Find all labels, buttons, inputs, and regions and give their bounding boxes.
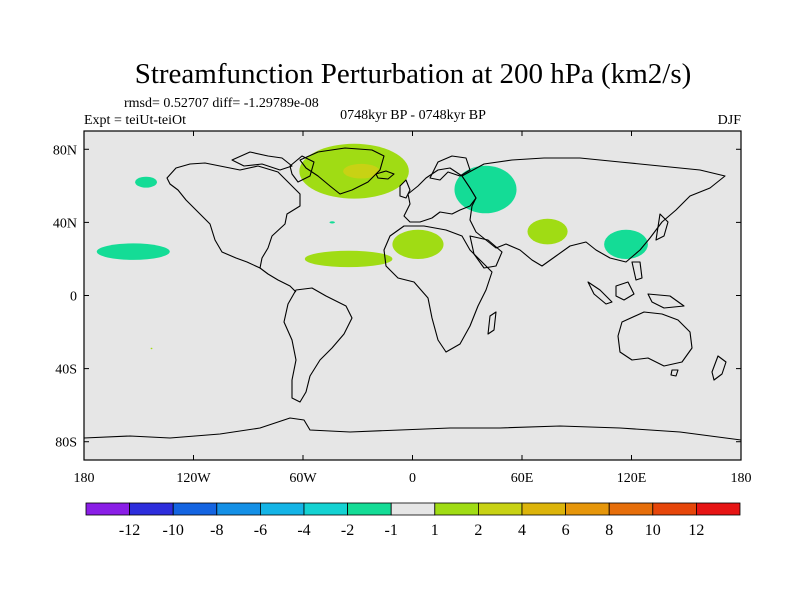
coast-arabia xyxy=(469,235,503,269)
coast-sumatra xyxy=(587,281,613,305)
y-tick-label: 40N xyxy=(53,216,77,231)
colorbar-swatch xyxy=(85,502,130,516)
coast-tasmania xyxy=(670,369,679,377)
map-background xyxy=(84,131,741,460)
colorbar-swatch xyxy=(347,502,392,516)
colorbar-swatch xyxy=(390,502,436,516)
season-label: DJF xyxy=(718,113,742,128)
stats-line: rmsd= 0.52707 diff= -1.29789e-08 xyxy=(124,96,319,111)
coast-madagascar xyxy=(487,311,497,335)
region-eastern-europe-russia xyxy=(454,165,517,214)
colorbar-swatch xyxy=(129,502,174,516)
x-tick-label: 180 xyxy=(731,471,752,486)
region-north-atlantic-small xyxy=(329,221,335,224)
colorbar-label: 10 xyxy=(645,522,661,539)
experiment-label: Expt = teiUt-teiOt xyxy=(84,113,186,128)
colorbar-swatch xyxy=(565,502,610,516)
colorbar-swatch xyxy=(608,502,654,516)
colorbar-swatch xyxy=(172,502,218,516)
colorbar-swatch xyxy=(434,502,479,516)
contour-regions xyxy=(96,143,648,350)
region-east-asia xyxy=(604,229,648,259)
y-tick-label: 0 xyxy=(70,290,77,305)
coast-japan xyxy=(655,213,669,241)
colorbar-label: -10 xyxy=(163,522,184,539)
coast-canadian-arctic xyxy=(231,151,293,171)
x-tick-label: 60E xyxy=(511,471,534,486)
chart-title: Streamfunction Perturbation at 200 hPa (… xyxy=(135,58,692,90)
colorbar-label: -4 xyxy=(297,522,310,539)
x-tick-label: 180 xyxy=(74,471,95,486)
region-central-asia xyxy=(527,218,568,245)
colorbar xyxy=(85,502,741,516)
colorbar-swatch xyxy=(216,502,261,516)
colorbar-label: 12 xyxy=(688,522,704,539)
coast-greenland xyxy=(299,147,385,195)
colorbar-label: -8 xyxy=(210,522,223,539)
x-tick-label: 120W xyxy=(176,471,211,486)
colorbar-label: 8 xyxy=(605,522,613,539)
x-tick-label: 120E xyxy=(617,471,647,486)
coast-australia xyxy=(617,311,693,367)
x-tick-label: 60W xyxy=(289,471,317,486)
colorbar-swatch xyxy=(303,502,348,516)
coastlines xyxy=(84,147,741,441)
coast-asia xyxy=(461,157,726,267)
region-south-pacific-spot xyxy=(150,347,153,350)
coast-new-guinea xyxy=(647,293,685,309)
x-axis: 180 120W 60W 0 60E 120E 180 xyxy=(74,131,752,486)
colorbar-label: 6 xyxy=(562,522,570,539)
colorbar-swatch xyxy=(477,502,523,516)
colorbar-swatch xyxy=(696,502,741,516)
colorbar-swatch xyxy=(521,502,566,516)
region-greenland-core xyxy=(343,163,380,179)
y-tick-label: 80N xyxy=(53,143,77,158)
coast-baffin xyxy=(289,155,315,183)
x-tick-label: 0 xyxy=(409,471,416,486)
coast-scandinavia xyxy=(429,155,471,181)
coast-new-zealand xyxy=(711,355,727,381)
coast-borneo xyxy=(615,281,635,301)
region-north-africa xyxy=(392,229,444,259)
colorbar-label: 2 xyxy=(474,522,482,539)
colorbar-label: 1 xyxy=(431,522,439,539)
colorbar-label: 4 xyxy=(518,522,526,539)
coast-central-america xyxy=(259,267,297,293)
y-tick-label: 40S xyxy=(55,363,77,378)
coast-africa xyxy=(383,225,493,353)
colorbar-label: -6 xyxy=(254,522,267,539)
coast-philippines xyxy=(631,261,643,281)
colorbar-label: -2 xyxy=(341,522,354,539)
region-alaska xyxy=(135,176,157,188)
region-atlantic-subtropics xyxy=(304,250,393,268)
period-label: 0748kyr BP - 0748kyr BP xyxy=(340,108,486,123)
colorbar-label: -1 xyxy=(385,522,398,539)
region-north-pacific xyxy=(96,243,170,260)
y-tick-label: 80S xyxy=(55,436,77,451)
coast-iceland xyxy=(375,170,395,180)
coast-south-america xyxy=(283,287,353,403)
colorbar-swatch xyxy=(652,502,697,516)
coast-antarctica xyxy=(84,417,741,441)
colorbar-swatch xyxy=(259,502,305,516)
y-axis: 80N 40N 0 40S 80S xyxy=(53,143,741,451)
coast-north-america xyxy=(166,162,301,269)
colorbar-label: -12 xyxy=(119,522,140,539)
coast-britain xyxy=(399,179,411,199)
colorbar-labels: -12 -10 -8 -6 -4 -2 -1 1 2 4 6 8 10 12 xyxy=(119,522,704,539)
